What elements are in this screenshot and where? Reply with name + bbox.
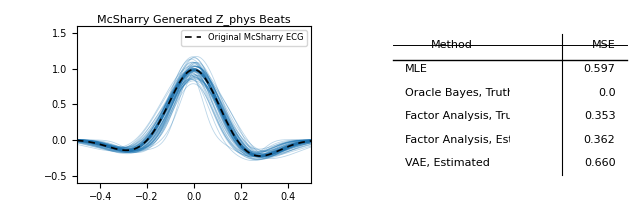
Legend: Original McSharry ECG: Original McSharry ECG [181,30,307,46]
Title: McSharry Generated Z_phys Beats: McSharry Generated Z_phys Beats [97,14,291,25]
